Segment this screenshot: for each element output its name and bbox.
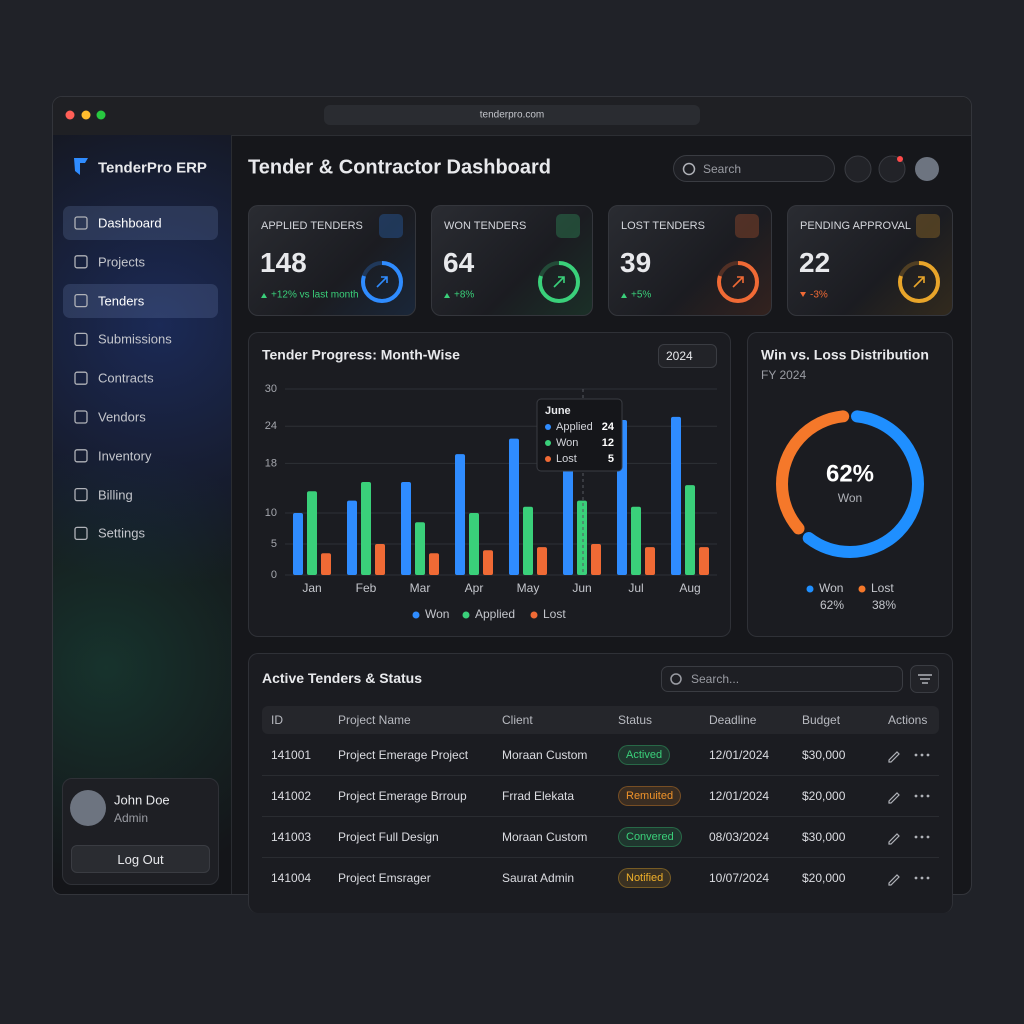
table-search[interactable] [661,666,903,692]
kpi-delta: +8% [454,289,475,301]
kpi-label: APPLIED TENDERS [261,220,363,232]
status-pill: Actived [618,745,671,765]
search-placeholder: Search [703,162,742,176]
year-selector-text: 2024 [666,349,693,363]
kpi-label: LOST TENDERS [621,220,705,232]
brand: TenderPro ERP [98,159,207,177]
kpi-value: 148 [260,247,307,278]
page-title: Tender & Contractor Dashboard [248,156,551,179]
kpi-label: WON TENDERS [444,220,527,232]
pie-chart-card [747,332,953,637]
table-cell: 141003 [271,830,312,844]
kpi-value: 39 [620,247,652,278]
table-cell: $20,000 [802,871,846,885]
nav-label: Billing [98,487,133,503]
status-pill: Notified [618,868,672,888]
table-cell: 10/07/2024 [709,871,770,885]
table-cell: 08/03/2024 [709,830,770,844]
nav-label: Tenders [98,293,145,309]
table-cell: $30,000 [802,748,846,762]
kpi-label: PENDING APPROVAL [800,220,912,232]
table-title: Active Tenders & Status [262,670,423,686]
nav-item[interactable] [63,283,218,318]
table-header: Actions [888,713,928,727]
table-cell: 141004 [271,871,312,885]
nav-label: Dashboard [98,215,162,231]
bar-chart-card [248,332,731,637]
table-cell: $20,000 [802,789,846,803]
user-role: Admin [114,811,149,825]
table-search-placeholder: Search... [691,672,740,686]
status-pill: Convered [618,827,682,847]
table-header: Client [502,713,533,727]
table-cell: 12/01/2024 [709,789,770,803]
kpi-delta: -3% [810,289,828,301]
nav-label: Vendors [98,409,146,425]
table-cell: Saurat Admin [502,871,575,885]
kpi-delta: +12% vs last month [271,289,359,301]
table-cell: 141002 [271,789,312,803]
nav-label: Contracts [98,370,154,386]
kpi-value: 64 [443,247,475,278]
table-header: Budget [802,713,841,727]
user-name: John Doe [114,792,170,808]
nav-label: Settings [98,525,145,541]
table-cell: $30,000 [802,830,846,844]
nav-item[interactable] [63,478,218,512]
nav-label: Inventory [98,448,152,464]
table-header: ID [271,713,283,727]
nav-item[interactable] [63,206,218,240]
url-bar[interactable] [324,105,700,125]
table-header: Deadline [709,713,757,727]
kpi-card [431,205,593,316]
table-cell: Project Emsrager [338,871,431,885]
nav-label: Projects [98,254,145,270]
table-cell: Moraan Custom [502,748,588,762]
table-cell: Project Full Design [338,830,439,844]
table-cell: Moraan Custom [502,830,588,844]
kpi-value: 22 [799,247,831,278]
url-text: tenderpro.com [479,109,545,121]
table-cell: Project Emerage Brroup [338,789,467,803]
year-selector[interactable] [658,344,717,368]
table-header: Project Name [338,713,411,727]
logout-button[interactable]: Log Out [71,845,210,873]
filter-button[interactable] [910,665,939,693]
table-header: Status [618,713,653,727]
table-cell: Project Emerage Project [338,748,469,762]
table-cell: 141001 [271,748,312,762]
table-cell: 12/01/2024 [709,748,770,762]
table-cell: Frrad Elekata [502,789,575,803]
nav-label: Submissions [98,331,172,347]
kpi-delta: +5% [631,289,652,301]
table-header-row [262,706,939,734]
sidebar [53,135,232,894]
search-box[interactable] [673,155,835,182]
status-pill: Remuited [618,786,682,806]
table-card [248,653,953,913]
